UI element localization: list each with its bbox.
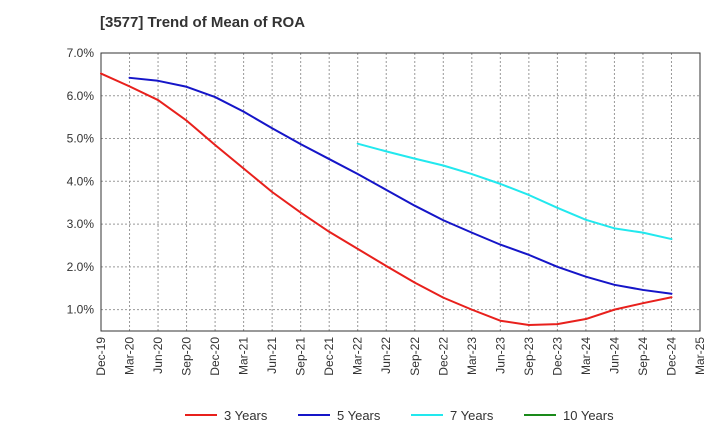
- plot-frame: [100, 52, 701, 332]
- series-line-3-years: [100, 72, 673, 327]
- x-tick-label: Jun-20: [151, 337, 165, 374]
- y-tick-label: 6.0%: [67, 89, 95, 103]
- x-tick-label: Mar-25: [693, 337, 707, 375]
- x-tick-label: Dec-21: [322, 337, 336, 376]
- legend-label-10-years: 10 Years: [563, 408, 614, 423]
- x-tick-label: Sep-22: [408, 337, 422, 376]
- x-tick-label: Sep-23: [522, 337, 536, 376]
- y-tick-label: 4.0%: [67, 174, 95, 188]
- y-tick-label: 2.0%: [67, 260, 95, 274]
- x-tick-label: Mar-20: [123, 337, 137, 375]
- x-tick-label: Sep-24: [636, 337, 650, 376]
- x-tick-label: Jun-22: [379, 337, 393, 374]
- legend-label-3-years: 3 Years: [224, 408, 268, 423]
- axes: 1.0% 2.0% 3.0% 4.0% 5.0% 6.0% 7.0% Dec-19 Mar-20…: [67, 46, 707, 376]
- grid-lines: [101, 52, 700, 331]
- x-tick-label: Jun-24: [607, 337, 621, 374]
- x-tick-label: Mar-22: [351, 337, 365, 375]
- y-tick-label: 3.0%: [67, 217, 95, 231]
- x-tick-label: Jun-23: [493, 337, 507, 374]
- x-tick-label: Mar-21: [237, 337, 251, 375]
- legend-label-5-years: 5 Years: [337, 408, 381, 423]
- x-tick-label: Dec-22: [436, 337, 450, 376]
- series-line-5-years: [128, 76, 673, 295]
- chart-title: [3577] Trend of Mean of ROA: [100, 14, 306, 31]
- y-tick-label: 1.0%: [67, 303, 95, 317]
- series-lines: [100, 72, 673, 327]
- x-tick-label: Jun-21: [265, 337, 279, 374]
- legend-label-7-years: 7 Years: [450, 408, 494, 423]
- x-tick-label: Sep-21: [294, 337, 308, 376]
- x-tick-label: Dec-23: [550, 337, 564, 376]
- legend: 3 Years 5 Years 7 Years 10 Years: [185, 408, 614, 423]
- x-tick-label: Dec-19: [94, 337, 108, 376]
- x-tick-label: Dec-24: [664, 337, 678, 376]
- y-tick-label: 5.0%: [67, 132, 95, 146]
- x-tick-label: Mar-23: [465, 337, 479, 375]
- x-tick-label: Mar-24: [579, 337, 593, 375]
- series-line-7-years: [356, 142, 673, 241]
- x-tick-label: Sep-20: [180, 337, 194, 376]
- x-tick-label: Dec-20: [208, 337, 222, 376]
- y-tick-label: 7.0%: [67, 46, 95, 60]
